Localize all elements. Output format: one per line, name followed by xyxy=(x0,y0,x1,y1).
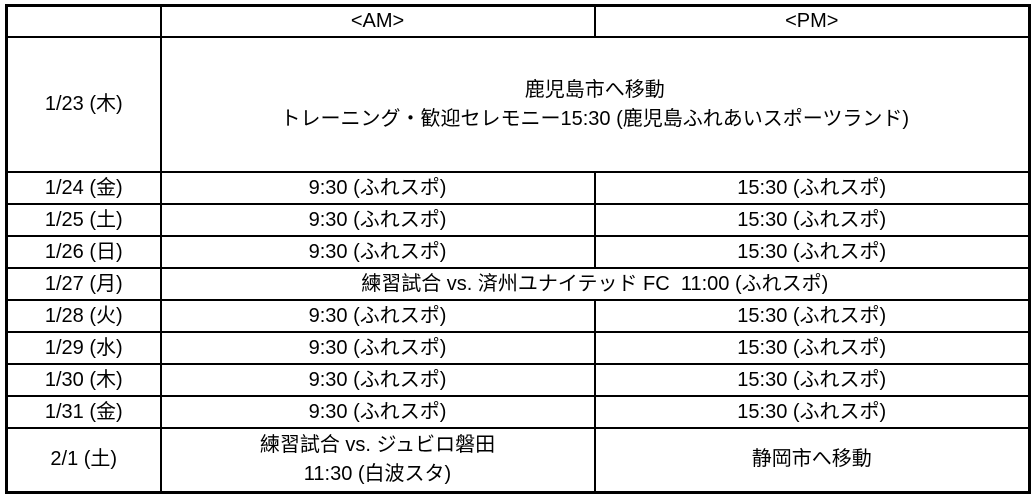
table-row: 1/26 (日) 9:30 (ふれスポ) 15:30 (ふれスポ) xyxy=(5,235,1031,269)
date-cell: 1/27 (月) xyxy=(5,267,162,301)
date-cell: 1/28 (火) xyxy=(5,299,162,333)
table-header-row: <AM> <PM> xyxy=(5,4,1031,38)
header-date-cell xyxy=(5,4,162,38)
table-row: 1/27 (月) 練習試合 vs. 済州ユナイテッド FC 11:00 (ふれス… xyxy=(5,267,1031,301)
date-cell: 2/1 (土) xyxy=(5,427,162,493)
am-cell: 9:30 (ふれスポ) xyxy=(159,331,596,365)
am-cell: 9:30 (ふれスポ) xyxy=(159,203,596,237)
date-cell: 1/30 (木) xyxy=(5,363,162,397)
pm-cell: 15:30 (ふれスポ) xyxy=(593,235,1031,269)
date-cell: 1/31 (金) xyxy=(5,395,162,429)
table-row: 1/25 (土) 9:30 (ふれスポ) 15:30 (ふれスポ) xyxy=(5,203,1031,237)
am-cell: 練習試合 vs. ジュビロ磐田 11:30 (白波スタ) xyxy=(159,427,596,493)
header-pm-cell: <PM> xyxy=(593,4,1031,38)
date-cell: 1/24 (金) xyxy=(5,171,162,205)
pm-cell: 15:30 (ふれスポ) xyxy=(593,171,1031,205)
table-row: 1/30 (木) 9:30 (ふれスポ) 15:30 (ふれスポ) xyxy=(5,363,1031,397)
pm-cell: 15:30 (ふれスポ) xyxy=(593,331,1031,365)
pm-cell: 静岡市へ移動 xyxy=(593,427,1031,493)
pm-cell: 15:30 (ふれスポ) xyxy=(593,203,1031,237)
pm-cell: 15:30 (ふれスポ) xyxy=(593,395,1031,429)
pm-cell: 15:30 (ふれスポ) xyxy=(593,363,1031,397)
schedule-span-cell: 練習試合 vs. 済州ユナイテッド FC 11:00 (ふれスポ) xyxy=(159,267,1031,301)
am-cell: 9:30 (ふれスポ) xyxy=(159,171,596,205)
date-cell: 1/29 (水) xyxy=(5,331,162,365)
date-cell: 1/25 (土) xyxy=(5,203,162,237)
header-am-cell: <AM> xyxy=(159,4,596,38)
table-row: 2/1 (土) 練習試合 vs. ジュビロ磐田 11:30 (白波スタ) 静岡市… xyxy=(5,427,1031,493)
schedule-table: <AM> <PM> 1/23 (木) 鹿児島市へ移動 トレーニング・歓迎セレモニ… xyxy=(5,4,1031,494)
schedule-span-cell: 鹿児島市へ移動 トレーニング・歓迎セレモニー15:30 (鹿児島ふれあいスポーツ… xyxy=(159,36,1031,173)
table-row: 1/31 (金) 9:30 (ふれスポ) 15:30 (ふれスポ) xyxy=(5,395,1031,429)
am-cell: 9:30 (ふれスポ) xyxy=(159,363,596,397)
pm-cell: 15:30 (ふれスポ) xyxy=(593,299,1031,333)
am-cell: 9:30 (ふれスポ) xyxy=(159,299,596,333)
date-cell: 1/23 (木) xyxy=(5,36,162,173)
am-cell: 9:30 (ふれスポ) xyxy=(159,395,596,429)
date-cell: 1/26 (日) xyxy=(5,235,162,269)
am-cell: 9:30 (ふれスポ) xyxy=(159,235,596,269)
table-row: 1/29 (水) 9:30 (ふれスポ) 15:30 (ふれスポ) xyxy=(5,331,1031,365)
table-row: 1/23 (木) 鹿児島市へ移動 トレーニング・歓迎セレモニー15:30 (鹿児… xyxy=(5,36,1031,173)
table-row: 1/28 (火) 9:30 (ふれスポ) 15:30 (ふれスポ) xyxy=(5,299,1031,333)
table-row: 1/24 (金) 9:30 (ふれスポ) 15:30 (ふれスポ) xyxy=(5,171,1031,205)
